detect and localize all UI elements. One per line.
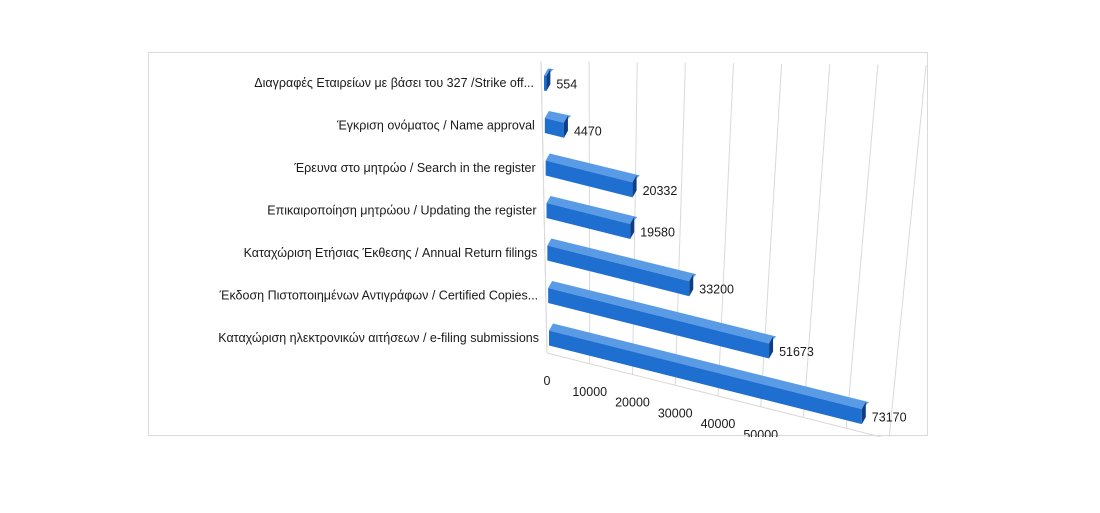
chart-frame: Διαγραφές Εταιρείων με βάσει του 327 /St…: [148, 52, 928, 437]
x-tick-label: 10000: [572, 385, 607, 399]
value-label: 51673: [779, 345, 814, 359]
bar: [544, 118, 564, 138]
x-tick-label: 20000: [615, 396, 650, 410]
x-axis-ticks: 0100002000030000400005000060000700008000…: [544, 374, 779, 437]
bar-end-face: [689, 274, 694, 297]
bar: [545, 160, 633, 198]
category-label: Επικαιροποίηση μητρώου / Updating the re…: [267, 204, 536, 218]
value-label: 19580: [640, 226, 675, 240]
value-label: 554: [556, 78, 577, 92]
gridline: [888, 65, 927, 437]
bar-end-face: [546, 69, 551, 92]
bar-top-face: [549, 323, 870, 410]
bar: [544, 75, 547, 92]
gridline: [803, 64, 831, 418]
category-label: Έρευνα στο μητρώο / Search in the regist…: [293, 161, 535, 175]
grid-layer: [540, 60, 927, 437]
bar-top-face: [547, 238, 697, 282]
bar-end-face: [630, 217, 635, 240]
bar-top-face: [546, 196, 638, 225]
category-label: Έκδοση Πιστοποιημένων Αντιγράφων / Certi…: [219, 289, 539, 303]
x-tick-label: 40000: [701, 417, 736, 431]
value-label: 4470: [574, 124, 602, 138]
bar-top-face: [545, 153, 640, 183]
bar-end-face: [563, 115, 568, 138]
bar: [548, 288, 770, 359]
x-tick-label: 0: [544, 374, 551, 388]
bars: [544, 68, 870, 425]
gridline: [845, 64, 879, 429]
axis-floor-line: [546, 352, 884, 437]
category-label: Καταχώριση ηλεκτρονικών αιτήσεων / e-fil…: [218, 331, 539, 345]
bar: [547, 245, 690, 297]
bar: [546, 203, 631, 240]
x-tick-label: 30000: [658, 406, 693, 420]
value-labels: 554 4470 20332 19580 33200 51673 73170: [556, 78, 906, 425]
value-label: 73170: [872, 411, 907, 425]
value-label: 20332: [643, 184, 678, 198]
axis-wall-line: [540, 60, 548, 354]
category-label: Έγκριση ονόματος / Name approval: [336, 119, 535, 133]
bar-end-face: [861, 402, 866, 425]
category-label: Καταχώριση Ετήσιας Έκθεσης / Annual Retu…: [244, 246, 538, 260]
category-label: Διαγραφές Εταιρείων με βάσει του 327 /St…: [254, 76, 534, 90]
bar-top-face: [544, 111, 572, 123]
x-tick-label: 50000: [743, 428, 778, 437]
bar-end-face: [769, 336, 774, 359]
value-label: 33200: [699, 283, 734, 297]
category-labels: Διαγραφές Εταιρείων με βάσει του 327 /St…: [218, 76, 539, 345]
bar-top-face: [548, 281, 777, 344]
bar-chart: Διαγραφές Εταιρείων με βάσει του 327 /St…: [218, 60, 927, 437]
bar-end-face: [632, 175, 637, 198]
bar: [549, 330, 862, 425]
